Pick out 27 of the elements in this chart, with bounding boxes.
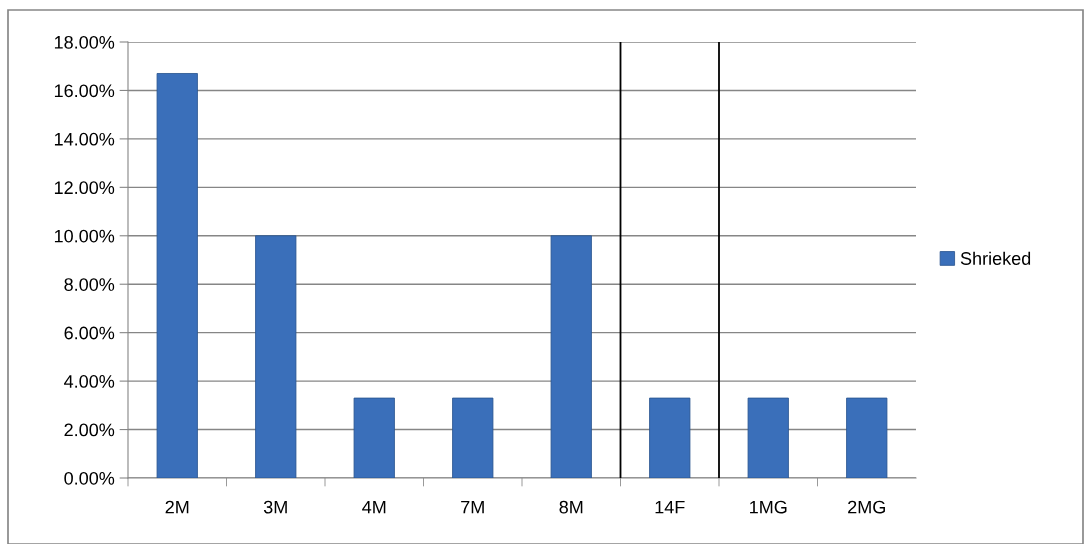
x-tick-label: 2M: [165, 500, 189, 514]
x-tick-label: 8M: [559, 500, 583, 514]
y-tick-label: 4.00%: [64, 375, 115, 388]
y-tick-label: 12.00%: [54, 181, 115, 195]
y-tick-label: 0.00%: [64, 471, 115, 485]
x-tick-label: 2MG: [848, 500, 885, 514]
x-tick-label: 3M: [263, 500, 287, 514]
y-tick-label: 2.00%: [64, 423, 115, 437]
y-tick-label: 18.00%: [54, 35, 115, 49]
y-tick-label: 14.00%: [54, 132, 115, 146]
y-tick-label: 10.00%: [54, 229, 115, 243]
bar: [747, 397, 789, 478]
bar: [255, 235, 297, 478]
bar: [550, 235, 592, 478]
y-tick-label: 16.00%: [54, 84, 115, 98]
bar: [649, 397, 691, 478]
x-tick-label: 1MG: [750, 500, 787, 514]
legend-label: Shrieked: [960, 251, 1031, 265]
y-tick-label: 8.00%: [64, 278, 115, 291]
x-tick-label: 7M: [461, 500, 484, 514]
bar: [452, 397, 494, 478]
bar: [846, 397, 888, 478]
bar: [353, 397, 395, 478]
x-tick-label: 14F: [655, 500, 685, 514]
y-tick-label: 6.00%: [64, 326, 115, 340]
x-tick-label: 4M: [362, 500, 386, 514]
bar: [156, 73, 198, 478]
